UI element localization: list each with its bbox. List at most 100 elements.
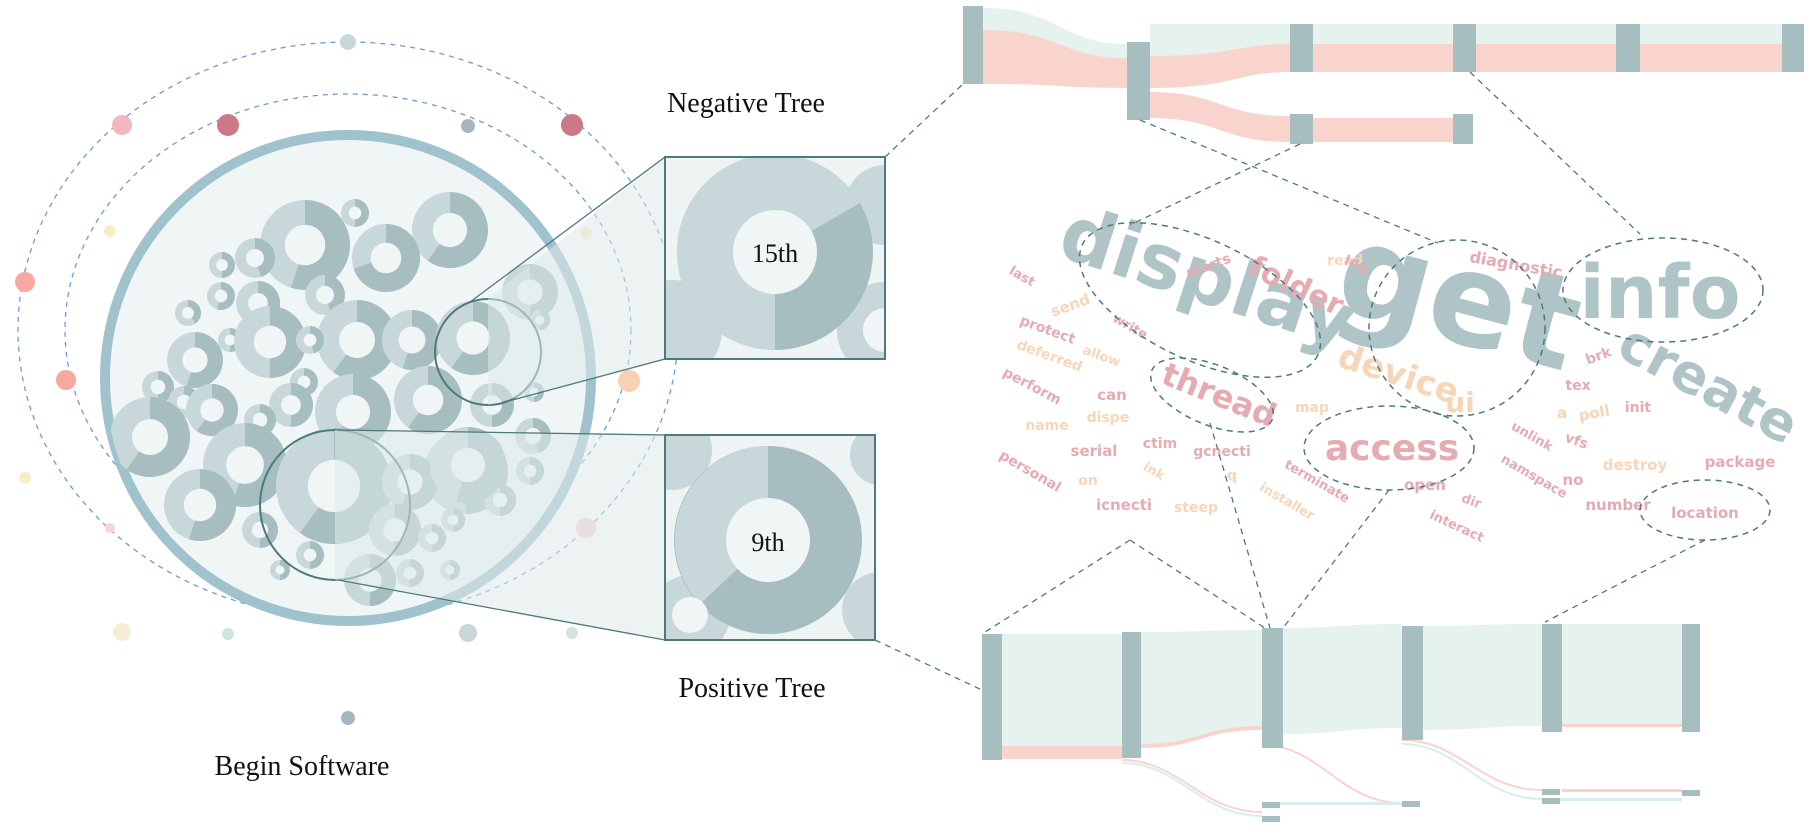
word-last: last bbox=[1006, 264, 1037, 291]
word-location: location bbox=[1671, 504, 1739, 522]
zoom-cones bbox=[335, 156, 666, 641]
orbit-dot bbox=[566, 627, 578, 639]
negative-tree-sankey bbox=[963, 6, 1804, 144]
donut-hole bbox=[183, 488, 217, 522]
word-interact: interact bbox=[1427, 508, 1486, 546]
word-on: on bbox=[1078, 473, 1098, 489]
negative-tree-label: Negative Tree bbox=[667, 88, 825, 119]
tree-node bbox=[1682, 790, 1700, 796]
tree-node bbox=[1402, 626, 1423, 740]
word-gcnecti: gcnecti bbox=[1193, 444, 1251, 460]
word-deferred: deferred bbox=[1014, 337, 1084, 375]
donut-segment bbox=[355, 199, 369, 227]
word-ink: ink bbox=[1140, 460, 1167, 484]
word-map: map bbox=[1295, 400, 1329, 416]
word-dir: dir bbox=[1459, 491, 1484, 512]
word-name: name bbox=[1025, 418, 1069, 434]
ellipse-display bbox=[1078, 221, 1322, 379]
donut-segment bbox=[188, 300, 201, 324]
donut-hole bbox=[214, 289, 228, 303]
donut-hole bbox=[348, 206, 362, 220]
tree-node bbox=[1453, 24, 1476, 72]
tree-node bbox=[1122, 632, 1141, 758]
word-log: log bbox=[1342, 253, 1370, 276]
donut-hole bbox=[432, 212, 468, 248]
orbit-dot bbox=[15, 272, 35, 292]
word-q: q bbox=[1227, 468, 1237, 484]
word-steep: steep bbox=[1174, 500, 1218, 516]
orbit-dot bbox=[113, 623, 131, 641]
donut-hole bbox=[316, 286, 334, 304]
tree-node bbox=[1290, 24, 1313, 72]
word-a: a bbox=[1557, 404, 1567, 422]
word-send: send bbox=[1048, 290, 1092, 321]
donut-hole bbox=[226, 446, 264, 484]
tree-node bbox=[1782, 24, 1804, 72]
orbit-dot bbox=[112, 115, 132, 135]
word-cloud: displaygetinfocreatefolderdeviceaccessth… bbox=[996, 187, 1809, 545]
orbit-dot bbox=[561, 114, 583, 136]
donut-segment bbox=[291, 383, 313, 427]
word-perform: perform bbox=[1000, 364, 1064, 408]
word-tex: tex bbox=[1565, 378, 1590, 394]
donut-hole bbox=[200, 398, 224, 422]
ellipse-thread bbox=[1149, 357, 1275, 433]
word-icnecti: icnecti bbox=[1096, 496, 1152, 514]
tree-node bbox=[1542, 624, 1562, 732]
donut-hole bbox=[370, 242, 402, 274]
word-poll: poll bbox=[1577, 401, 1611, 424]
donut-segment bbox=[255, 238, 275, 278]
donut-segment bbox=[222, 252, 235, 278]
donut-hole bbox=[456, 321, 490, 355]
zoom-box-bottom: 9th bbox=[664, 434, 876, 641]
donut-segment bbox=[260, 512, 278, 548]
positive-tree-sankey bbox=[982, 624, 1700, 822]
donut-hole bbox=[303, 333, 317, 347]
donut-hole bbox=[281, 395, 301, 415]
zoom-box-top: 15th bbox=[664, 156, 886, 360]
word-dispe: dispe bbox=[1087, 410, 1130, 426]
word-open: open bbox=[1404, 476, 1446, 494]
word-ctim: ctim bbox=[1143, 436, 1177, 452]
word-package: package bbox=[1705, 453, 1776, 471]
orbit-dot bbox=[461, 119, 475, 133]
donut-hole bbox=[253, 325, 287, 359]
word-display: display bbox=[1050, 187, 1367, 366]
tree-node bbox=[1542, 798, 1560, 804]
orbit-dot bbox=[56, 370, 76, 390]
tree-node bbox=[1262, 816, 1280, 822]
orbit-dot bbox=[340, 34, 356, 50]
donut-hole bbox=[150, 379, 166, 395]
word-init: init bbox=[1625, 400, 1652, 416]
orbit-dot bbox=[222, 628, 234, 640]
donut-segment bbox=[270, 306, 306, 378]
word-access: access bbox=[1325, 428, 1459, 469]
tree-node bbox=[1127, 42, 1150, 120]
ellipse-get bbox=[1368, 239, 1546, 417]
tree-node bbox=[1542, 789, 1560, 795]
donut-hole bbox=[398, 326, 426, 354]
word-number: number bbox=[1585, 496, 1651, 514]
zoom-top-label: 15th bbox=[752, 239, 798, 268]
word-serial: serial bbox=[1071, 442, 1118, 460]
positive-tree-label: Positive Tree bbox=[678, 673, 825, 704]
donut-hole bbox=[216, 259, 228, 271]
word-read: read bbox=[1327, 253, 1363, 269]
donut-hole bbox=[251, 521, 269, 539]
orbit-dot bbox=[19, 472, 31, 484]
begin-software-label: Begin Software bbox=[215, 751, 390, 782]
tree-node bbox=[1290, 114, 1313, 144]
tree-node bbox=[1453, 114, 1473, 144]
donut-hole bbox=[335, 394, 371, 430]
orbit-dot bbox=[217, 114, 239, 136]
tree-node bbox=[1262, 628, 1283, 748]
donut-hole bbox=[284, 224, 326, 266]
word-unlink: unlink bbox=[1508, 419, 1555, 455]
orbit-dot bbox=[618, 370, 640, 392]
orbit-dot bbox=[105, 523, 115, 533]
donut-segment bbox=[280, 560, 290, 580]
word-installer: installer bbox=[1257, 480, 1317, 524]
ellipse-info bbox=[1562, 237, 1764, 343]
donut-hole bbox=[303, 548, 317, 562]
